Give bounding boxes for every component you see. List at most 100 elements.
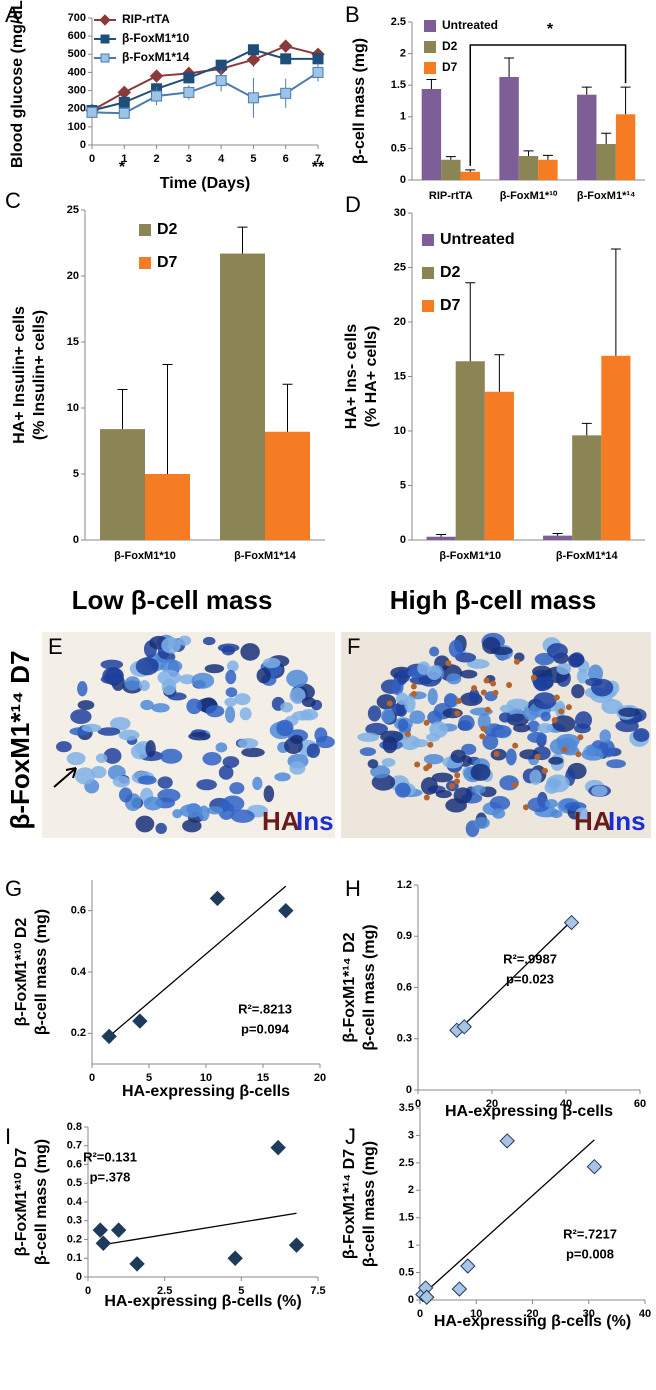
- fit-line: [108, 885, 287, 1037]
- y-tick-label: 10: [394, 425, 406, 437]
- panel-letter: D: [345, 192, 361, 217]
- error-bar: [620, 86, 631, 115]
- cell: [160, 659, 183, 674]
- cell: [633, 728, 650, 742]
- cell: [482, 733, 499, 750]
- x-tick-label: 2.5: [157, 1285, 172, 1297]
- x-tick-label: 0: [415, 1098, 421, 1110]
- ha-dot: [480, 725, 487, 732]
- marker: [132, 1013, 148, 1029]
- cell: [458, 715, 475, 731]
- annotation: p=0.094: [241, 1021, 290, 1036]
- cell: [301, 697, 316, 708]
- legend-label: D2: [442, 39, 458, 53]
- annotation: R²=.8213: [238, 1001, 292, 1016]
- ha-dot: [423, 719, 430, 726]
- ha-dot: [414, 761, 421, 768]
- y-axis-title: HA+ Ins- cells: [343, 324, 360, 429]
- cell: [470, 763, 491, 781]
- x-tick-label: 20: [314, 1072, 326, 1084]
- legend-swatch: [424, 62, 436, 74]
- panel-letter: G: [5, 876, 22, 901]
- marker: [118, 107, 130, 119]
- cell: [100, 674, 124, 685]
- cell: [161, 637, 181, 654]
- y-tick-label: 20: [394, 316, 406, 328]
- marker: [151, 90, 163, 102]
- cell: [540, 711, 551, 722]
- y-axis-title: (% HA+ cells): [363, 326, 380, 428]
- cell: [519, 749, 540, 760]
- ha-dot: [565, 704, 572, 711]
- cell: [395, 782, 411, 798]
- y-tick-label: 2: [408, 1184, 414, 1196]
- cell: [527, 797, 551, 813]
- bar: [441, 159, 461, 180]
- marker: [247, 92, 259, 104]
- cell: [179, 674, 196, 685]
- ha-dot: [423, 765, 430, 772]
- cell: [396, 692, 409, 705]
- cell: [468, 688, 480, 704]
- panel-letter: C: [5, 188, 21, 213]
- y-tick-label: 1.2: [397, 879, 412, 891]
- x-tick-label: 5: [146, 1072, 152, 1084]
- error-bar: [523, 150, 534, 156]
- y-tick-label: 0.3: [397, 1033, 412, 1045]
- cell: [588, 664, 604, 683]
- y-axis-title: β-FoxM1*¹⁰ D2: [13, 918, 30, 1027]
- x-tick-label: β-FoxM1*10: [439, 550, 501, 562]
- x-tick-label: 5: [250, 153, 256, 165]
- cell: [205, 705, 225, 718]
- cell: [151, 703, 170, 713]
- y-tick-label: 0: [406, 1084, 412, 1096]
- marker: [99, 14, 111, 26]
- cell: [576, 668, 589, 684]
- y-tick-label: 0.7: [67, 1140, 82, 1152]
- y-tick-label: 1.5: [399, 1212, 414, 1224]
- ha-dot: [490, 680, 497, 687]
- cell: [618, 707, 640, 717]
- ha-dot: [448, 783, 455, 790]
- y-tick-label: 0: [400, 174, 406, 186]
- cell: [143, 796, 163, 811]
- y-tick-label: 2.5: [391, 16, 406, 28]
- cell: [226, 660, 239, 672]
- cell: [606, 759, 626, 769]
- cell: [427, 688, 438, 706]
- cell: [537, 723, 554, 734]
- annotation: *: [119, 159, 126, 176]
- marker: [215, 59, 227, 71]
- cell: [461, 743, 477, 755]
- ha-dot: [427, 741, 434, 748]
- bar: [265, 431, 310, 540]
- marker: [215, 75, 227, 87]
- cell: [477, 713, 491, 731]
- cell: [359, 747, 377, 757]
- cell: [137, 775, 157, 785]
- y-tick-label: 0.6: [67, 1158, 82, 1170]
- ha-dot: [522, 804, 529, 811]
- x-tick-label: 7.5: [310, 1285, 325, 1297]
- bar: [421, 88, 442, 180]
- legend-swatch: [422, 300, 434, 312]
- legend-label: D7: [157, 254, 178, 271]
- legend-label: RIP-rtTA: [122, 12, 170, 26]
- cell: [186, 698, 203, 715]
- ha-dot: [575, 751, 582, 758]
- legend-swatch: [422, 234, 434, 246]
- y-tick-label: 0: [400, 534, 406, 546]
- ha-dot: [541, 767, 548, 774]
- marker: [279, 39, 293, 53]
- x-tick-label: β-FoxM1*10: [114, 550, 176, 562]
- cell: [423, 754, 444, 765]
- panel-letter: A: [5, 2, 20, 27]
- bar: [538, 159, 558, 180]
- cell: [556, 662, 572, 675]
- x-tick-label: 0: [89, 1072, 95, 1084]
- legend-swatch: [139, 257, 151, 269]
- cell: [77, 681, 88, 697]
- legend-swatch: [424, 20, 436, 32]
- marker: [92, 1222, 108, 1238]
- ha-dot: [455, 697, 462, 704]
